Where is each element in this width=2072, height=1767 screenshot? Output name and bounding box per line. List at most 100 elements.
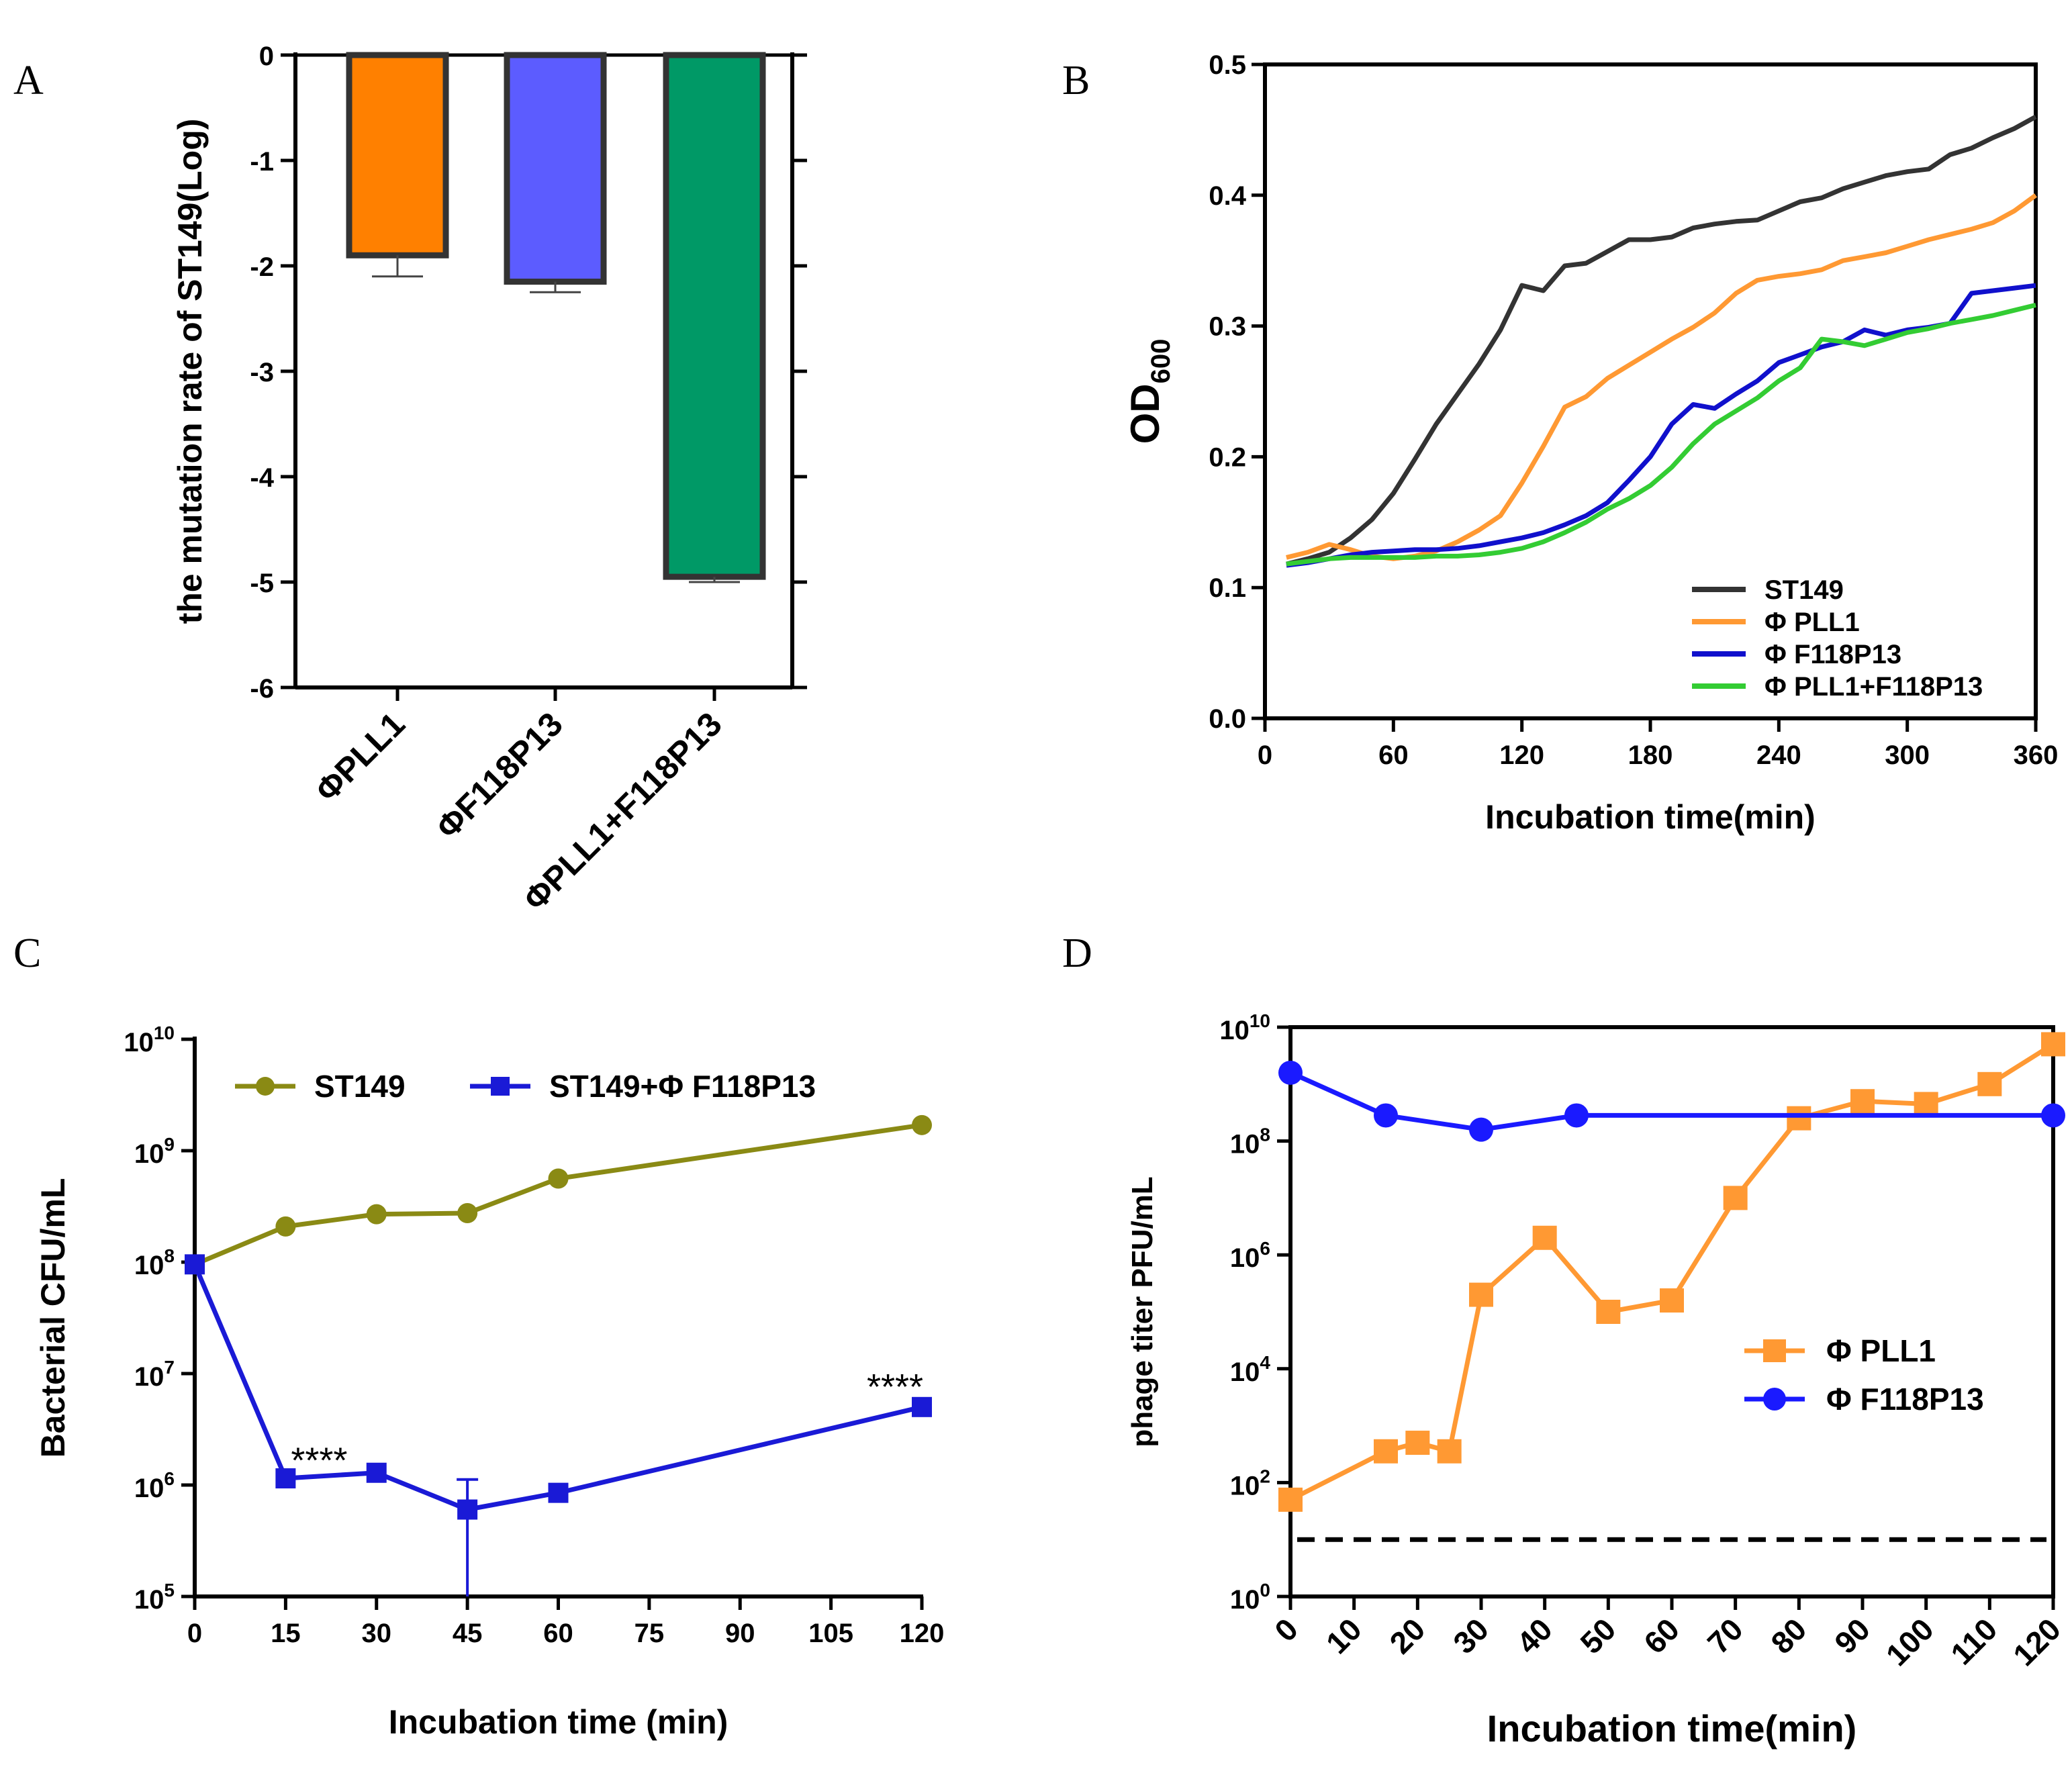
panel-label-a: A <box>13 58 44 103</box>
legend-swatch-marker-d-1 <box>1763 1388 1786 1411</box>
legend-label-d-0: Φ PLL1 <box>1826 1333 1936 1368</box>
panel-label-d: D <box>1062 930 1092 976</box>
ytick-label-c: 109 <box>134 1134 175 1169</box>
ytick-base-c: 10 <box>134 1139 164 1169</box>
ytick-label-d: 106 <box>1230 1238 1270 1273</box>
y-axis-label-b: OD600 <box>1123 339 1176 444</box>
bar-a-0 <box>346 52 449 258</box>
point-c-1-0 <box>185 1254 205 1275</box>
point-d-0-9 <box>1787 1106 1811 1131</box>
xtick-label-d: 70 <box>1701 1611 1750 1660</box>
legend-swatch-marker-d-0 <box>1763 1339 1786 1362</box>
bar-a-2 <box>663 52 766 580</box>
ytick-exponent-c: 5 <box>164 1580 175 1601</box>
panel-b-od-line-chart: B 0.0 0.1 0.2 0.3 0.4 0.5 0 60 120 180 240 300 360 ST1… <box>1062 50 2058 836</box>
point-c-1-1 <box>275 1468 296 1489</box>
ytick-label-b: 0.4 <box>1209 181 1246 211</box>
xtick-label-d: 0 <box>1268 1611 1305 1648</box>
point-d-0-8 <box>1723 1186 1748 1210</box>
xtick-label-b: 180 <box>1628 741 1673 770</box>
panel-label-c: C <box>13 930 41 976</box>
point-d-0-11 <box>1914 1092 1938 1116</box>
ytick-label-a: 0 <box>259 42 274 71</box>
series-line-d-0 <box>1289 1042 2055 1502</box>
ytick-base-c: 10 <box>134 1251 164 1280</box>
legend-label-b-1: Φ PLL1 <box>1764 608 1860 637</box>
xtick-label-b: 60 <box>1378 741 1409 770</box>
ytick-base-d: 10 <box>1230 1243 1260 1273</box>
ytick-label-a: -2 <box>250 252 274 282</box>
xtick-label-b: 120 <box>1499 741 1544 770</box>
ytick-base-c: 10 <box>124 1028 154 1057</box>
xtick-label-d: 30 <box>1446 1611 1495 1660</box>
xtick-label-b: 0 <box>1258 741 1272 770</box>
series-line-b-1 <box>1286 193 2038 561</box>
ytick-label-d: 102 <box>1230 1466 1270 1500</box>
point-d-0-5 <box>1532 1225 1557 1250</box>
legend-label-b-2: Φ F118P13 <box>1764 640 1901 669</box>
point-c-0-2 <box>366 1204 387 1225</box>
ytick-base-c: 10 <box>134 1362 164 1392</box>
xtick-label-b: 300 <box>1885 741 1930 770</box>
ytick-label-a: -3 <box>250 358 274 387</box>
xtick-label-c: 75 <box>634 1619 665 1648</box>
legend-swatch-marker-c-1 <box>491 1077 510 1096</box>
plot-frame-b <box>1263 62 2038 720</box>
point-d-1-4 <box>2041 1103 2065 1128</box>
ytick-base-d: 10 <box>1230 1357 1260 1387</box>
category-label-a: ΦPLL1 <box>308 705 412 809</box>
point-d-0-10 <box>1850 1089 1875 1114</box>
xtick-label-b: 360 <box>2014 741 2059 770</box>
point-c-0-4 <box>548 1168 569 1189</box>
ytick-label-b: 0.1 <box>1209 573 1246 603</box>
ytick-exponent-c: 7 <box>164 1357 175 1378</box>
ytick-label-d: 108 <box>1230 1125 1270 1159</box>
point-c-0-3 <box>457 1202 478 1223</box>
ytick-exponent-d: 10 <box>1250 1010 1270 1031</box>
point-d-1-0 <box>1278 1060 1303 1085</box>
point-d-1-1 <box>1374 1103 1398 1128</box>
point-c-0-5 <box>912 1114 932 1135</box>
point-c-1-4 <box>548 1482 569 1503</box>
xtick-label-c: 15 <box>271 1619 301 1648</box>
xtick-label-d: 60 <box>1637 1611 1686 1660</box>
xtick-label-d: 10 <box>1319 1611 1368 1660</box>
point-d-1-2 <box>1469 1117 1493 1142</box>
xtick-label-c: 60 <box>543 1619 573 1648</box>
ytick-exponent-c: 9 <box>164 1134 175 1155</box>
ytick-exponent-d: 6 <box>1260 1238 1270 1259</box>
category-label-a: ΦF118P13 <box>429 705 570 846</box>
ytick-label-b: 0.2 <box>1209 442 1246 472</box>
xtick-label-b: 240 <box>1756 741 1801 770</box>
x-axis-label-d: Incubation time(min) <box>1487 1707 1857 1750</box>
y-axis-label-d: phage titer PFU/mL <box>1126 1176 1159 1447</box>
ytick-label-d: 1010 <box>1219 1010 1270 1045</box>
y-axis-label-b-main: OD <box>1123 383 1168 444</box>
xtick-label-c: 105 <box>808 1619 853 1648</box>
xtick-label-d: 100 <box>1879 1611 1940 1672</box>
xtick-label-d: 40 <box>1510 1611 1559 1660</box>
ytick-base-c: 10 <box>134 1585 164 1615</box>
legend-label-b-3: Φ PLL1+F118P13 <box>1764 672 1983 702</box>
point-d-0-3 <box>1437 1439 1462 1464</box>
series-line-c-1 <box>192 1263 923 1512</box>
series-line-b-3 <box>1286 303 2036 567</box>
point-d-0-4 <box>1469 1282 1493 1307</box>
legend-label-b-0: ST149 <box>1764 575 1844 605</box>
legend-swatch-marker-c-0 <box>256 1077 275 1096</box>
xtick-label-d: 120 <box>2006 1611 2067 1672</box>
xtick-label-c: 30 <box>362 1619 392 1648</box>
xtick-label-c: 90 <box>725 1619 755 1648</box>
ytick-label-b: 0.5 <box>1209 50 1246 80</box>
point-d-0-1 <box>1374 1439 1398 1464</box>
y-axis-label-c: Bacterial CFU/mL <box>34 1178 72 1458</box>
point-c-1-2 <box>366 1462 387 1483</box>
xtick-label-c: 45 <box>453 1619 483 1648</box>
ytick-label-c: 1010 <box>124 1022 175 1057</box>
y-axis-label-b-subscript: 600 <box>1146 339 1176 384</box>
ytick-base-d: 10 <box>1230 1130 1260 1159</box>
